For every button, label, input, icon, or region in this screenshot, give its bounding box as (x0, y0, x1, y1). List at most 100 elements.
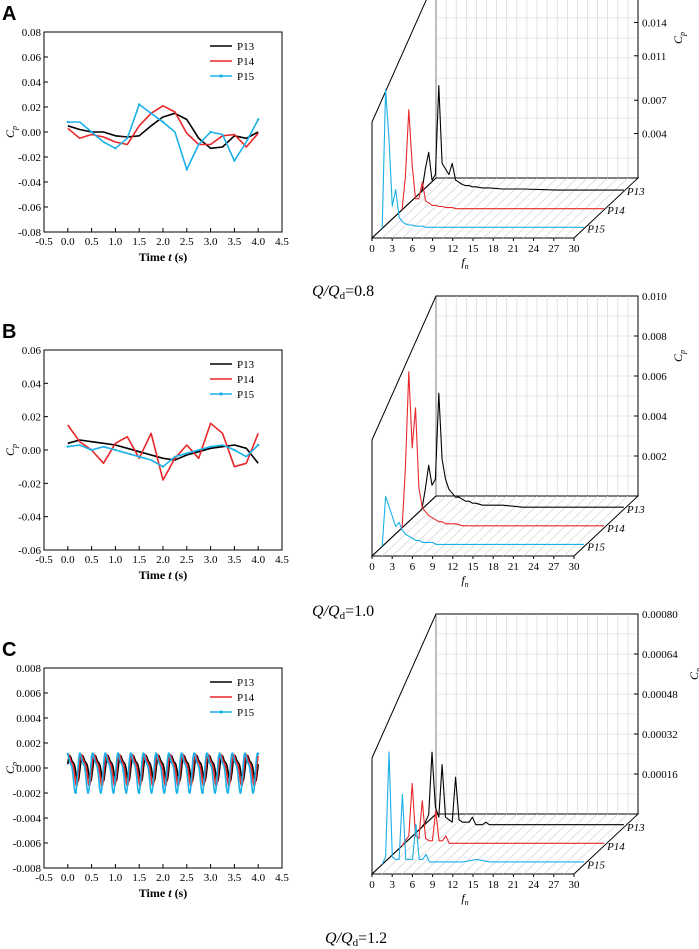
x-tick-label: 1.5 (132, 236, 146, 248)
panel-c: C-0.008-0.006-0.004-0.0020.0000.0020.004… (2, 609, 699, 949)
y-tick-label: 0.008 (16, 663, 41, 675)
f-tick-label: 27 (548, 879, 560, 891)
series-marker-p15 (138, 791, 141, 794)
spectrum-line-p13 (421, 85, 624, 192)
series-marker-p15 (233, 159, 236, 162)
series-marker-p15 (257, 752, 260, 756)
series-marker-p15 (209, 763, 212, 766)
floor-grid (492, 813, 558, 875)
x-tick-label: 4.0 (251, 554, 265, 566)
panel-a: A-0.08-0.06-0.04-0.020.000.020.040.060.0… (2, 0, 687, 302)
x-tick-label: 3.0 (204, 554, 218, 566)
f-tick-label: 12 (447, 561, 458, 573)
x-tick-label: 3.5 (228, 236, 242, 248)
floor-grid (422, 495, 487, 557)
left-top-edge (371, 295, 437, 441)
y-tick-label: -0.04 (18, 512, 41, 524)
legend-marker-p15 (219, 74, 223, 78)
floor-grid (412, 813, 477, 875)
z-tick-label: 0.00016 (642, 769, 678, 781)
y-tick-label: 0.02 (22, 102, 41, 114)
legend-label-p13: P13 (237, 359, 255, 371)
floor-grid (452, 177, 518, 239)
f-tick-label: 0 (369, 561, 375, 573)
spectrum-line-p13 (421, 392, 624, 510)
flow-ratio-caption: Q/Qd=1.0 (312, 603, 374, 622)
floor-grid (563, 177, 629, 239)
series-marker-p15 (185, 770, 188, 773)
x-tick-label: 3.5 (228, 872, 242, 884)
z-axis-label-part: p (678, 32, 687, 37)
floor-grid (432, 813, 497, 875)
z-axis-label-part: C (687, 671, 699, 680)
z-axis-label-part: C (671, 353, 685, 362)
z-axis-label-part: p (678, 350, 687, 355)
x-axis-label: Time t (s) (139, 568, 187, 582)
x-tick-label: 4.5 (275, 236, 289, 248)
caption-qd: Q (328, 603, 340, 620)
floor-grid (553, 813, 619, 875)
floor-grid (533, 813, 598, 875)
y-tick-label: 0.04 (22, 378, 42, 390)
y-tick-label: -0.06 (18, 545, 41, 557)
f-tick-label: 21 (508, 561, 519, 573)
y-tick-label: 0.006 (16, 688, 41, 700)
flow-ratio-caption: Q/Qd=1.2 (325, 930, 387, 949)
x-axis-label-part: (s) (172, 568, 188, 582)
series-marker-p15 (153, 756, 157, 759)
f-tick-label: 15 (468, 243, 480, 255)
f-tick-label: 3 (389, 243, 395, 255)
z-axis-label: Cp (671, 350, 687, 362)
z-tick-label: 0.004 (642, 129, 667, 141)
x-axis-label-part: t (168, 886, 172, 900)
x-tick-label: 2.5 (180, 236, 194, 248)
x-tick-label: 1.0 (109, 554, 123, 566)
x-tick-label: -0.5 (35, 872, 53, 884)
f-axis-label-part: f (461, 255, 466, 269)
f-tick-label: 27 (548, 243, 560, 255)
series-marker-p15 (225, 785, 228, 788)
spectrum-tag-p14: P14 (606, 205, 625, 217)
y-tick-label: 0.00 (22, 445, 42, 457)
x-tick-label: 2.0 (156, 554, 170, 566)
y-tick-label: -0.04 (18, 177, 41, 189)
f-axis-label-part: f (461, 573, 466, 587)
floor-grid (422, 813, 487, 875)
y-tick-label: 0.000 (16, 763, 41, 775)
series-marker-p15 (74, 791, 77, 794)
legend-label-p14: P14 (237, 692, 255, 704)
z-axis-label-part: p (694, 668, 699, 673)
spectrum-line-p14 (401, 371, 605, 528)
floor-grid (452, 813, 518, 875)
series-marker-p15 (90, 130, 93, 134)
y-tick-label: -0.08 (18, 227, 41, 239)
floor-grid (402, 495, 467, 557)
legend-label-p15: P15 (237, 389, 255, 401)
caption-sub: d (353, 937, 359, 949)
f-tick-label: 9 (430, 561, 436, 573)
legend-label-p14: P14 (237, 374, 255, 386)
series-marker-p15 (257, 443, 260, 447)
z-tick-label: 0.00032 (642, 729, 678, 741)
floor-grid (523, 177, 588, 239)
floor-grid (503, 813, 568, 875)
series-line-p13 (67, 754, 259, 783)
legend-marker-p15 (219, 710, 223, 714)
spectrum-tag-p15: P15 (586, 541, 605, 553)
x-tick-label: -0.5 (35, 554, 53, 566)
f-tick-label: 27 (548, 561, 560, 573)
y-tick-label: -0.008 (13, 863, 42, 875)
y-tick-label: 0.06 (22, 52, 42, 64)
y-tick-label: 0.004 (16, 713, 41, 725)
x-axis-label-part: (s) (172, 886, 188, 900)
series-marker-p15 (217, 756, 220, 759)
floor-grid (543, 177, 608, 239)
z-tick-label: 0.008 (642, 331, 667, 343)
z-tick-label: 0.006 (642, 371, 667, 383)
caption-slash: / (323, 603, 330, 620)
f-tick-label: 6 (410, 879, 416, 891)
x-axis-label-part: (s) (172, 250, 188, 264)
spectrum-tag-p15: P15 (586, 859, 605, 871)
f-axis-label: fn (461, 891, 468, 907)
y-tick-label: -0.006 (13, 838, 42, 850)
